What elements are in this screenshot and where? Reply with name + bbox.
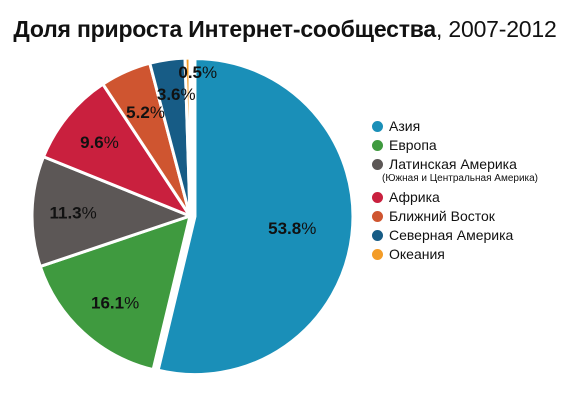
legend-item-7: Океания (372, 245, 567, 264)
legend-label: Северная Америка (389, 227, 514, 243)
pie-slice-3 (30, 155, 192, 268)
legend-item-5: Ближний Восток (372, 207, 567, 226)
legend-item-4: Африка (372, 188, 567, 207)
legend-label: Африка (389, 189, 440, 205)
legend-label: Латинская Америка (389, 156, 517, 172)
legend-label: Океания (389, 246, 445, 262)
pie-data-label-4: 9.6% (80, 132, 119, 151)
chart-title-main: Доля прироста Интернет-сообщества (13, 16, 436, 42)
pie-data-label-6: 3.6% (157, 85, 196, 104)
pie-slice-7 (183, 56, 192, 218)
legend-item-3: Латинская Америка (Южная и Центральная Ам… (372, 155, 567, 188)
legend-swatch (372, 230, 383, 241)
chart-legend: Азия Европа Латинская Америка (Южная и Цент… (372, 117, 567, 264)
pie-data-labels: 53.8% 16.1% 11.3% 9.6% 5.2%3.6% 0.5% (49, 62, 316, 311)
legend-swatch (372, 211, 383, 222)
legend-note: (Южная и Центральная Америка) (382, 173, 539, 184)
pie-data-label-3: 11.3% (49, 203, 96, 222)
legend-swatch (372, 159, 383, 170)
legend-swatch (372, 192, 383, 203)
pie-data-label-1: 53.8% (268, 219, 316, 238)
pie-slice-1 (156, 57, 355, 377)
legend-swatch (372, 140, 383, 151)
pie-data-label-5: 5.2% (126, 103, 165, 122)
legend-item-6: Северная Америка (372, 226, 567, 245)
chart-title-separator: , (436, 16, 449, 42)
legend-label: Азия (389, 118, 421, 134)
chart-title: Доля прироста Интернет-сообщества, 2007-… (0, 16, 570, 43)
pie-slice-4 (42, 82, 192, 218)
legend-swatch (372, 121, 383, 132)
legend-swatch (372, 249, 383, 260)
legend-item-2: Европа (372, 136, 567, 155)
legend-label: Ближний Восток (389, 208, 495, 224)
pie-data-label-7: 0.5% (178, 62, 217, 81)
pie-data-label-2: 16.1% (91, 293, 139, 312)
chart-title-years: 2007-2012 (448, 16, 557, 42)
pie-slices (30, 56, 355, 377)
legend-label: Европа (389, 137, 437, 153)
legend-item-1: Азия (372, 117, 567, 136)
